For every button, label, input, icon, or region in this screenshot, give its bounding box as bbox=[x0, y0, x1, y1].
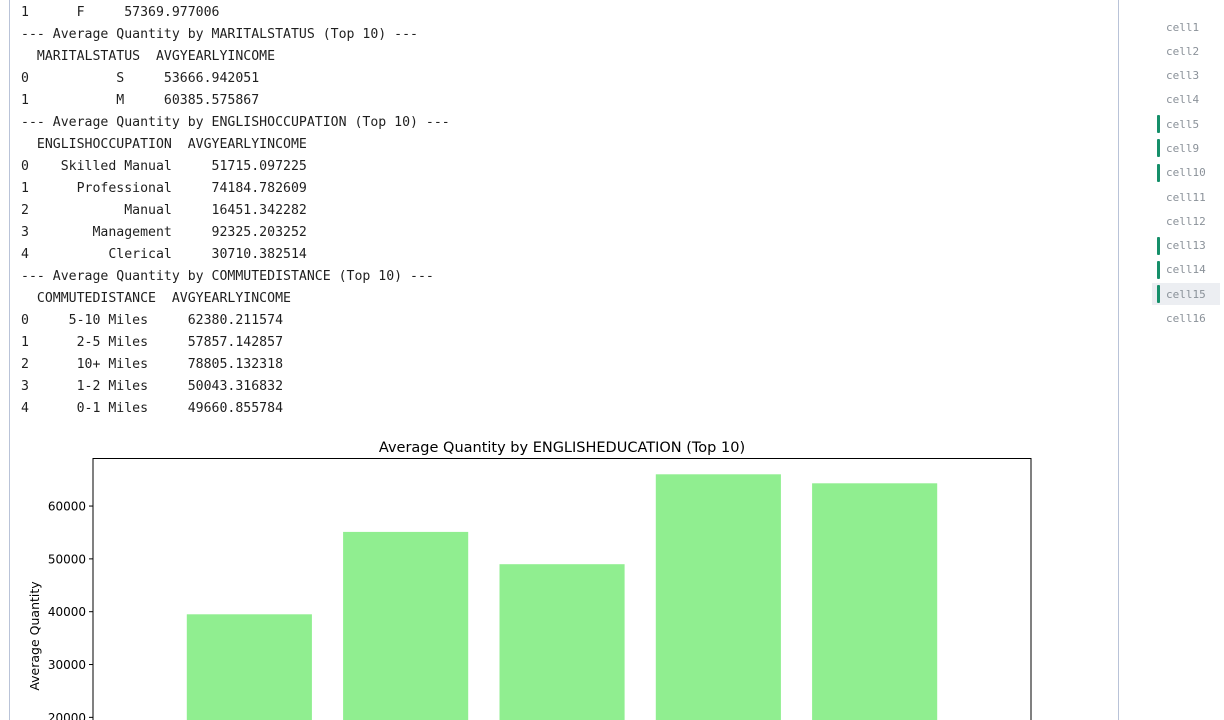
cell-marker bbox=[1157, 163, 1160, 182]
notebook-right-border bbox=[1118, 0, 1119, 720]
cell-marker bbox=[1157, 115, 1160, 134]
cell-nav-item-cell12[interactable]: cell12 bbox=[1152, 210, 1220, 232]
output-line: 2 Manual 16451.342282 bbox=[21, 203, 307, 218]
bar-4 bbox=[812, 483, 938, 720]
output-line: --- Average Quantity by COMMUTEDISTANCE … bbox=[21, 269, 434, 284]
cell-nav-item-cell4[interactable]: cell4 bbox=[1152, 89, 1220, 111]
output-line: 3 Management 92325.203252 bbox=[21, 225, 307, 240]
chart-svg: Average Quantity by ENGLISHEDUCATION (To… bbox=[27, 440, 1032, 720]
cell-nav-label: cell3 bbox=[1166, 69, 1200, 83]
output-line: 1 2-5 Miles 57857.142857 bbox=[21, 335, 284, 350]
cell-nav-label: cell9 bbox=[1166, 141, 1200, 155]
bar-0 bbox=[186, 614, 312, 720]
cell-nav-label: cell1 bbox=[1166, 20, 1200, 34]
cell-nav-label: cell11 bbox=[1166, 190, 1206, 204]
output-line: 4 0-1 Miles 49660.855784 bbox=[21, 401, 284, 416]
cell-nav-label: cell5 bbox=[1166, 117, 1200, 131]
y-tick-label: 50000 bbox=[48, 552, 86, 566]
output-line: 0 5-10 Miles 62380.211574 bbox=[21, 313, 284, 328]
output-line: 0 S 53666.942051 bbox=[21, 71, 260, 86]
bar-1 bbox=[343, 531, 469, 720]
bar-3 bbox=[655, 474, 781, 720]
cell-output: 1 F 57369.977006 --- Average Quantity by… bbox=[21, 2, 1111, 420]
y-tick-label: 20000 bbox=[48, 711, 86, 720]
bar-2 bbox=[499, 564, 625, 720]
cell-nav-item-cell1[interactable]: cell1 bbox=[1152, 16, 1220, 38]
bar-chart: Average Quantity by ENGLISHEDUCATION (To… bbox=[20, 434, 1060, 720]
output-line: 4 Clerical 30710.382514 bbox=[21, 247, 307, 262]
bars-group bbox=[186, 474, 938, 720]
cell-marker bbox=[1157, 285, 1160, 304]
cell-nav-label: cell10 bbox=[1166, 166, 1206, 180]
cell-marker bbox=[1157, 139, 1160, 158]
output-line: 1 Professional 74184.782609 bbox=[21, 181, 307, 196]
output-line: 3 1-2 Miles 50043.316832 bbox=[21, 379, 284, 394]
y-tick-label: 30000 bbox=[48, 658, 86, 672]
cell-nav-item-cell16[interactable]: cell16 bbox=[1152, 308, 1220, 330]
left-border bbox=[9, 0, 10, 720]
chart-title: Average Quantity by ENGLISHEDUCATION (To… bbox=[379, 440, 745, 456]
output-line: 0 Skilled Manual 51715.097225 bbox=[21, 159, 307, 174]
cell-marker bbox=[1157, 260, 1160, 279]
y-ticks-group: 20000 30000 40000 50000 60000 bbox=[48, 500, 93, 720]
y-tick-label: 60000 bbox=[48, 500, 86, 514]
cell-nav-item-cell3[interactable]: cell3 bbox=[1152, 65, 1220, 87]
output-line: --- Average Quantity by ENGLISHOCCUPATIO… bbox=[21, 115, 450, 130]
plot-frame bbox=[92, 458, 1032, 720]
cell-marker bbox=[1157, 236, 1160, 255]
output-line: MARITALSTATUS AVGYEARLYINCOME bbox=[21, 49, 276, 64]
cell-nav-item-cell14[interactable]: cell14 bbox=[1152, 259, 1220, 281]
output-line: 2 10+ Miles 78805.132318 bbox=[21, 357, 284, 372]
cell-nav-item-cell5[interactable]: cell5 bbox=[1152, 113, 1220, 135]
y-axis-label: Average Quantity bbox=[27, 581, 42, 691]
y-tick-label: 40000 bbox=[48, 605, 86, 619]
output-line: COMMUTEDISTANCE AVGYEARLYINCOME bbox=[21, 291, 291, 306]
cell-nav-label: cell2 bbox=[1166, 44, 1200, 58]
cell-nav-item-cell13[interactable]: cell13 bbox=[1152, 235, 1220, 257]
cell-nav-item-cell15[interactable]: cell15 bbox=[1152, 283, 1220, 306]
cell-nav-item-cell2[interactable]: cell2 bbox=[1152, 40, 1220, 62]
cell-navigator: cell1 cell2 cell3 cell4 cell5 cell9 cell10 cell… bbox=[1152, 16, 1220, 332]
cell-nav-label: cell14 bbox=[1166, 263, 1206, 277]
output-line: 1 F 57369.977006 bbox=[21, 5, 220, 20]
output-line: ENGLISHOCCUPATION AVGYEARLYINCOME bbox=[21, 137, 307, 152]
output-line: 1 M 60385.575867 bbox=[21, 93, 260, 108]
cell-nav-item-cell10[interactable]: cell10 bbox=[1152, 162, 1220, 184]
cell-nav-label: cell16 bbox=[1166, 312, 1206, 326]
cell-nav-label: cell12 bbox=[1166, 214, 1206, 228]
cell-nav-label: cell13 bbox=[1166, 239, 1206, 253]
cell-nav-label: cell4 bbox=[1166, 93, 1200, 107]
cell-nav-item-cell9[interactable]: cell9 bbox=[1152, 137, 1220, 159]
cell-nav-label: cell15 bbox=[1166, 287, 1206, 301]
output-line: --- Average Quantity by MARITALSTATUS (T… bbox=[21, 27, 418, 42]
cell-nav-item-cell11[interactable]: cell11 bbox=[1152, 186, 1220, 208]
